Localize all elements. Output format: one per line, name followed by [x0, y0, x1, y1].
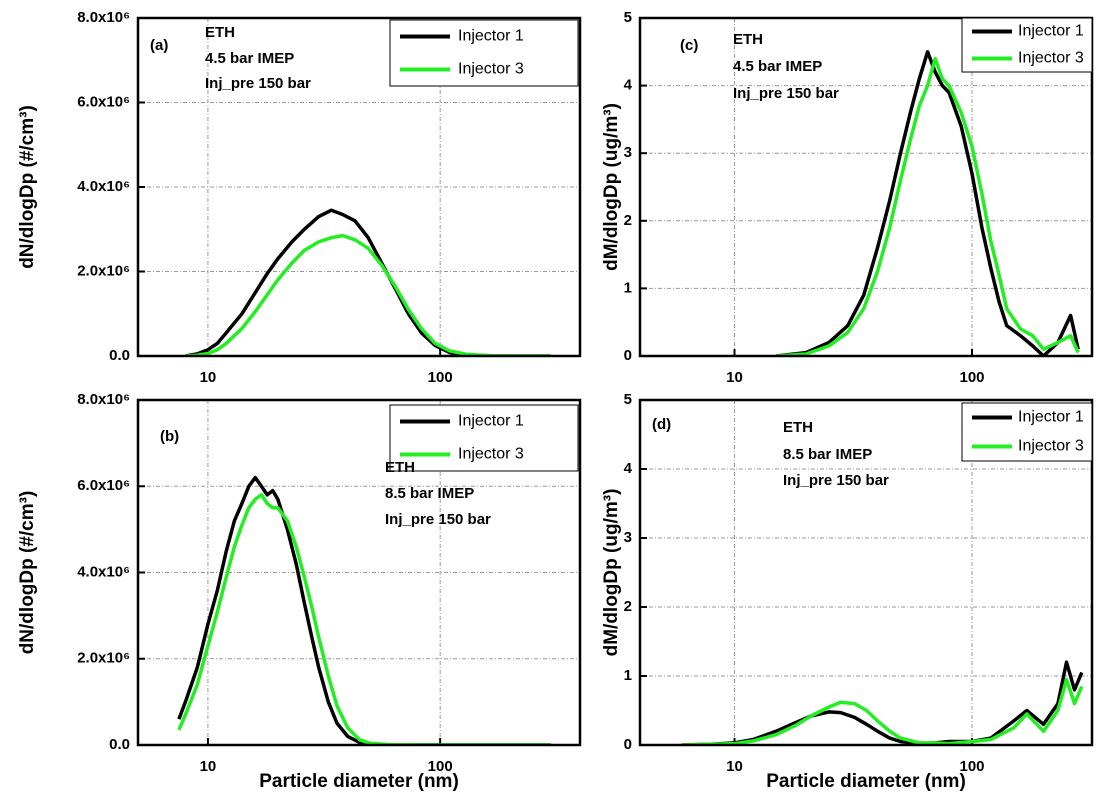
series-line [681, 677, 1084, 745]
series-line [185, 233, 551, 356]
annotation: (b) [160, 428, 179, 445]
y-tick-label: 0 [624, 347, 632, 364]
annotation: ETH [205, 24, 235, 41]
y-tick-label: 0 [624, 736, 632, 753]
legend-label: Injector 1 [458, 413, 524, 430]
annotation: 8.5 bar IMEP [385, 485, 474, 502]
y-tick-label: 1 [624, 667, 632, 684]
y-tick-label: 2 [624, 212, 632, 229]
y-tick-label: 6.0x10⁶ [77, 477, 130, 494]
legend-box [961, 402, 1093, 462]
x-axis-label: Particle diameter (nm) [766, 771, 966, 792]
y-tick-label: 8.0x10⁶ [77, 9, 130, 26]
legend-box [389, 404, 579, 472]
annotation: 8.5 bar IMEP [783, 446, 872, 463]
legend-label: Injector 3 [1018, 438, 1084, 455]
annotation: ETH [385, 459, 415, 476]
x-tick-label: 10 [726, 369, 743, 386]
legend-box [389, 19, 579, 87]
y-tick-label: 4 [624, 77, 633, 94]
x-tick-label: 100 [428, 758, 453, 775]
y-tick-label: 5 [624, 391, 632, 408]
x-tick-label: 100 [960, 369, 985, 386]
series-line [177, 475, 551, 745]
annotation: 4.5 bar IMEP [733, 58, 822, 75]
annotation: (c) [680, 37, 698, 54]
series-line [185, 208, 551, 356]
plot-frame [638, 16, 1094, 358]
y-tick-label: 1 [624, 279, 632, 296]
y-tick-label: 5 [624, 9, 632, 26]
y-tick-label: 4.0x10⁶ [77, 178, 130, 195]
x-tick-label: 100 [428, 369, 453, 386]
plot-frame [136, 398, 582, 747]
y-axis-label: dN/dlogDp (#/cm³) [17, 105, 38, 269]
y-tick-label: 2.0x10⁶ [77, 262, 130, 279]
y-tick-label: 3 [624, 144, 632, 161]
plot-frame [638, 398, 1094, 747]
annotation: ETH [783, 419, 813, 436]
x-axis-label: Particle diameter (nm) [259, 771, 459, 792]
y-tick-label: 0.0 [109, 347, 130, 364]
annotation: (a) [150, 37, 168, 54]
y-axis-label: dN/dlogDp (#/cm³) [17, 491, 38, 655]
x-tick-label: 10 [200, 758, 217, 775]
legend-label: Injector 1 [1018, 409, 1084, 426]
annotation: (d) [652, 416, 671, 433]
x-tick-label: 10 [200, 369, 217, 386]
y-tick-label: 2 [624, 598, 632, 615]
annotation: Inj_pre 150 bar [783, 472, 889, 489]
plot-frame [136, 16, 582, 358]
legend-label: Injector 1 [458, 28, 524, 45]
series-line [177, 493, 551, 745]
y-tick-label: 3 [624, 529, 632, 546]
y-tick-label: 2.0x10⁶ [77, 650, 130, 667]
y-tick-label: 0.0 [109, 736, 130, 753]
annotation: 4.5 bar IMEP [205, 50, 294, 67]
legend-label: Injector 3 [458, 61, 524, 78]
x-tick-label: 100 [960, 758, 985, 775]
y-axis-label: dM/dlogDp (ug/m³) [601, 489, 622, 657]
y-tick-label: 6.0x10⁶ [77, 93, 130, 110]
y-tick-label: 4 [624, 460, 633, 477]
legend-label: Injector 1 [1018, 23, 1084, 40]
series-line [681, 660, 1084, 745]
legend-label: Injector 3 [1018, 50, 1084, 67]
series-line [776, 50, 1080, 356]
y-tick-label: 4.0x10⁶ [77, 563, 130, 580]
y-axis-label: dM/dlogDp (ug/m³) [601, 103, 622, 271]
legend-box [961, 17, 1093, 73]
x-tick-label: 10 [726, 758, 743, 775]
series-line [776, 56, 1080, 356]
annotation: ETH [733, 31, 763, 48]
annotation: Inj_pre 150 bar [385, 511, 491, 528]
legend-label: Injector 3 [458, 446, 524, 463]
y-tick-label: 8.0x10⁶ [77, 391, 130, 408]
annotation: Inj_pre 150 bar [733, 85, 839, 102]
annotation: Inj_pre 150 bar [205, 75, 311, 92]
